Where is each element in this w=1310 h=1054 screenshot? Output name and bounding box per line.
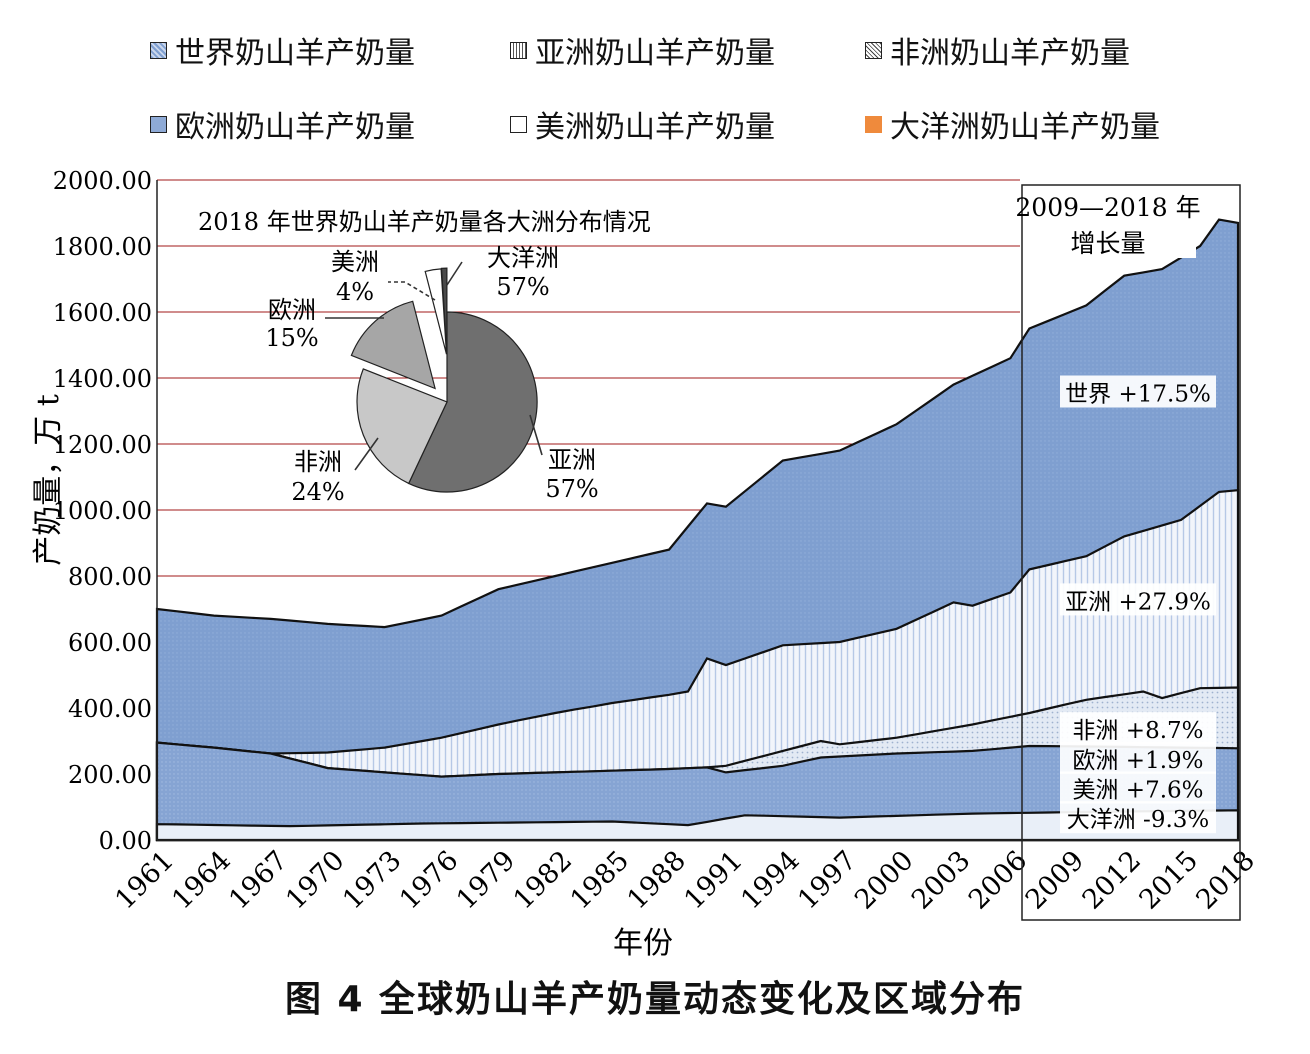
svg-text:非洲 +8.7%: 非洲 +8.7% [1072, 718, 1203, 744]
svg-text:美洲 +7.6%: 美洲 +7.6% [1072, 778, 1203, 804]
pie-label-americas-value: 4% [336, 278, 374, 306]
pie-slice [350, 300, 436, 390]
growth-title-line2: 增长量 [1070, 229, 1145, 258]
y-tick-label: 0.00 [99, 827, 152, 855]
x-tick-label: 1970 [280, 845, 351, 916]
pie-label-africa-value: 24% [291, 478, 344, 506]
legend-label-asia: 亚洲奶山羊产奶量 [535, 36, 775, 71]
inset-pie [350, 267, 538, 493]
pie-slice [356, 368, 448, 485]
x-tick-label: 2012 [1077, 845, 1148, 916]
growth-box [1021, 184, 1241, 921]
y-tick-label: 1800.00 [53, 233, 152, 261]
x-tick-label: 1985 [565, 845, 636, 916]
legend-swatch-europe [150, 115, 167, 133]
legend-item-oceania: 大洋洲奶山羊产奶量 [865, 102, 1160, 146]
legend-item-americas: 美洲奶山羊产奶量 [510, 102, 775, 146]
svg-text:大洋洲 -9.3%: 大洋洲 -9.3% [1067, 807, 1210, 833]
legend-item-world: 世界奶山羊产奶量 [150, 28, 415, 72]
figure-caption: 图 4 全球奶山羊产奶量动态变化及区域分布 [284, 979, 1026, 1020]
x-tick-label: 2015 [1134, 845, 1205, 916]
pie-slice [440, 267, 448, 354]
pie-label-europe-value: 15% [265, 324, 318, 352]
x-tick-label: 2009 [1020, 845, 1091, 916]
pie-label-oceania-name: 大洋洲 [487, 244, 559, 272]
x-tick-label: 2000 [849, 845, 920, 916]
growth-title-line1: 2009—2018 年 [1015, 193, 1200, 222]
pie-label-asia-name: 亚洲 [548, 446, 596, 474]
pie-labels: 美洲 4% 大洋洲 57% 欧洲 15% 非洲 24% 亚洲 57% [265, 244, 598, 506]
svg-text:世界 +17.5%: 世界 +17.5% [1065, 382, 1211, 408]
x-tick-label: 2003 [906, 845, 977, 916]
legend-label-africa: 非洲奶山羊产奶量 [890, 36, 1130, 71]
pie-label-africa-name: 非洲 [294, 448, 342, 476]
x-tick-label: 1994 [735, 845, 806, 916]
y-tick-label: 1600.00 [53, 299, 152, 327]
x-axis-label: 年份 [613, 926, 673, 961]
x-tick-label: 1976 [394, 845, 465, 916]
growth-label: 美洲 +7.6% [1060, 771, 1216, 804]
x-tick-label: 1979 [451, 845, 522, 916]
x-tick-label: 1964 [166, 845, 237, 916]
legend-item-asia: 亚洲奶山羊产奶量 [510, 28, 775, 72]
legend-swatch-asia [510, 41, 527, 59]
legend-swatch-world [150, 41, 167, 59]
y-tick-label: 2000.00 [53, 167, 152, 195]
x-tick-label: 1982 [508, 845, 579, 916]
stacked-areas [155, 218, 1240, 842]
growth-label: 欧洲 +1.9% [1060, 741, 1216, 774]
y-tick-label: 1400.00 [53, 365, 152, 393]
x-tick-label: 1991 [678, 845, 749, 916]
growth-label: 非洲 +8.7% [1060, 712, 1216, 745]
y-tick-label: 1000.00 [53, 497, 152, 525]
legend-label-americas: 美洲奶山羊产奶量 [535, 110, 775, 145]
legend-label-europe: 欧洲奶山羊产奶量 [175, 110, 415, 145]
growth-label: 大洋洲 -9.3% [1060, 801, 1216, 834]
x-tick-label: 1973 [337, 845, 408, 916]
legend-swatch-africa [865, 41, 882, 59]
x-tick-label: 2006 [963, 845, 1034, 916]
x-tick-labels: 1961196419671970197319761979198219851988… [109, 845, 1261, 916]
growth-labels: 世界 +17.5% 亚洲 +27.9% 非洲 +8.7% 欧洲 +1.9% 美洲 +7.… [1060, 375, 1216, 834]
legend-label-world: 世界奶山羊产奶量 [175, 36, 415, 71]
growth-title-bg [1026, 190, 1196, 258]
legend-swatch-oceania [865, 115, 882, 133]
growth-label: 亚洲 +27.9% [1060, 583, 1216, 616]
pie-label-americas-name: 美洲 [331, 248, 379, 276]
y-tick-label: 200.00 [68, 761, 152, 789]
y-tick-labels: 0.00 200.00 400.00 600.00 800.00 1000.00 1200.… [53, 167, 152, 855]
legend-swatch-americas [510, 115, 527, 133]
legend-item-africa: 非洲奶山羊产奶量 [865, 28, 1130, 72]
svg-text:欧洲 +1.9%: 欧洲 +1.9% [1072, 748, 1203, 774]
y-tick-label: 1200.00 [53, 431, 152, 459]
y-axis-label: 产奶量，万 t [31, 394, 66, 566]
growth-label: 世界 +17.5% [1060, 375, 1216, 408]
legend-label-oceania: 大洋洲奶山羊产奶量 [890, 110, 1160, 145]
pie-title: 2018 年世界奶山羊产奶量各大洲分布情况 [198, 208, 651, 236]
pie-slice [407, 311, 538, 493]
legend-item-europe: 欧洲奶山羊产奶量 [150, 102, 415, 146]
y-tick-label: 400.00 [68, 695, 152, 723]
x-tick-label: 2018 [1190, 845, 1261, 916]
y-tick-label: 600.00 [68, 629, 152, 657]
x-tick-label: 1997 [792, 845, 863, 916]
x-tick-label: 1967 [223, 845, 294, 916]
svg-text:亚洲 +27.9%: 亚洲 +27.9% [1065, 589, 1211, 615]
x-tick-label: 1988 [621, 845, 692, 916]
x-tick-label: 1961 [109, 845, 180, 916]
pie-label-europe-name: 欧洲 [268, 296, 316, 324]
pie-label-oceania-value: 57% [496, 273, 549, 301]
y-tick-label: 800.00 [68, 563, 152, 591]
pie-label-asia-value: 57% [545, 475, 598, 503]
